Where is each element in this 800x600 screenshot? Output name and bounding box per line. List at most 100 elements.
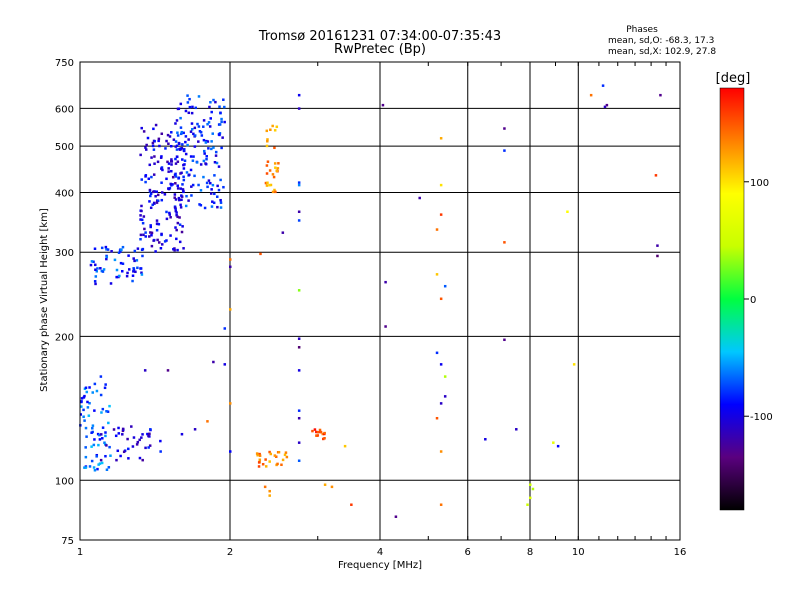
data-point [515,428,518,431]
cluster-point [276,462,279,466]
cluster-point [152,127,155,131]
cluster-point [80,397,84,400]
cluster-point [97,443,100,447]
data-point [443,395,447,398]
cluster-point [139,153,142,157]
cluster-point [210,147,213,151]
cluster-point [193,134,197,137]
cluster-point [92,466,96,469]
data-point [297,93,301,97]
cluster-point [181,143,184,146]
data-point [605,103,609,107]
cluster-point [191,159,195,162]
colorbar-tick-label: 100 [750,178,769,189]
cluster-point [148,163,152,167]
cluster-point [127,254,130,257]
cluster-point [178,198,181,202]
data-point [297,107,301,110]
data-point [166,369,170,372]
cluster-point [265,184,269,187]
chart-title: Tromsø 20161231 07:34:00-07:35:43 [258,29,501,44]
cluster-point [208,105,211,109]
cluster-point [141,458,144,462]
cluster-point [84,446,87,449]
cluster-point [269,128,272,131]
cluster-point [175,148,179,151]
cluster-point [93,247,97,251]
cluster-point [174,175,178,178]
data-point [418,196,421,200]
data-point [297,441,301,444]
cluster-point [140,126,143,130]
cluster-point [155,219,159,222]
cluster-point [188,105,192,109]
cluster-point [121,245,125,249]
cluster-point [204,162,207,165]
cluster-point [153,155,156,158]
data-point [529,483,532,486]
cluster-point [266,139,269,143]
cluster-point [145,148,148,151]
cluster-point [209,101,212,104]
cluster-point [264,465,268,468]
cluster-point [276,167,280,170]
cluster-point [176,134,180,137]
cluster-point [136,266,139,270]
cluster-point [172,138,176,141]
cluster-point [165,217,169,221]
cluster-point [93,438,96,441]
y-tick-label: 100 [55,476,74,487]
data-point [297,289,301,292]
cluster-point [269,452,273,456]
cluster-point [104,454,107,458]
data-point [297,210,301,214]
cluster-point [157,139,160,143]
cluster-point [178,216,181,219]
cluster-point [100,246,104,250]
data-point [566,210,569,214]
cluster-point [219,178,222,182]
cluster-point [149,206,153,210]
cluster-point [140,248,144,252]
cluster-point [174,182,177,185]
cluster-point [85,390,89,394]
cluster-point [86,400,89,404]
x-tick-label: 16 [674,547,687,558]
cluster-point [181,183,184,186]
cluster-point [131,279,134,283]
stats-line-o: mean, sd,O: -68.3, 17.3 [608,36,714,46]
cluster-point [191,183,195,187]
cluster-point [165,177,168,181]
cluster-point [207,147,210,150]
cluster-point [175,228,178,232]
cluster-point [148,444,152,447]
cluster-point [175,213,178,217]
cluster-point [148,235,151,238]
cluster-point [172,247,175,251]
cluster-point [144,446,147,450]
cluster-point [203,206,207,210]
data-point [223,327,227,330]
data-point [297,337,301,340]
cluster-point [170,131,173,134]
cluster-point [160,181,163,184]
cluster-point [165,239,168,242]
data-point [552,441,555,444]
cluster-point [100,461,104,465]
cluster-point [173,206,177,209]
cluster-point [151,141,155,145]
cluster-point [213,192,216,196]
stats-title: Phases [626,25,658,35]
cluster-point [104,245,108,249]
cluster-point [158,144,161,148]
cluster-point [98,462,102,465]
cluster-point [90,260,94,263]
cluster-point [161,243,164,246]
cluster-point [274,190,277,194]
cluster-point [218,105,221,108]
data-point [439,137,443,140]
cluster-point [160,167,163,170]
cluster-point [202,138,206,142]
cluster-point [174,198,178,201]
cluster-point [136,247,140,250]
